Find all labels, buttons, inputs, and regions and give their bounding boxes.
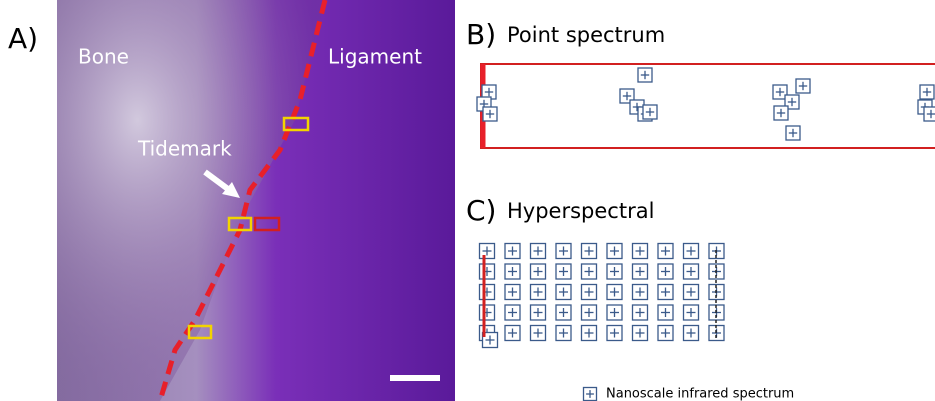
spectrum-marker <box>633 326 648 341</box>
spectrum-marker <box>556 264 571 279</box>
panel-label: B) <box>466 18 496 51</box>
spectrum-marker <box>658 326 673 341</box>
bone-label: Bone <box>78 45 129 69</box>
scale-bar <box>390 375 440 381</box>
spectrum-marker <box>556 326 571 341</box>
spectrum-marker <box>505 326 520 341</box>
spectrum-marker <box>684 285 699 300</box>
spectrum-marker <box>633 305 648 320</box>
spectrum-marker <box>633 264 648 279</box>
spectrum-marker <box>531 305 546 320</box>
spectrum-marker <box>633 244 648 259</box>
spectrum-marker <box>556 305 571 320</box>
spectrum-marker <box>607 326 622 341</box>
spectrum-marker <box>684 305 699 320</box>
spectrum-marker <box>633 285 648 300</box>
spectrum-marker <box>505 285 520 300</box>
spectrum-marker <box>684 244 699 259</box>
spectrum-marker <box>924 107 935 121</box>
spectrum-marker <box>786 126 800 140</box>
spectrum-marker <box>796 79 810 93</box>
spectrum-marker <box>774 106 788 120</box>
spectrum-marker <box>658 264 673 279</box>
spectrum-marker <box>920 85 934 99</box>
spectrum-marker <box>556 244 571 259</box>
panel-title: Point spectrum <box>507 23 665 47</box>
spectrum-marker <box>643 105 657 119</box>
spectrum-marker <box>505 264 520 279</box>
panel-label: C) <box>466 194 496 227</box>
spectrum-marker <box>584 388 597 401</box>
figure: A) Bone Ligament Tidemark B) Point spect… <box>0 0 935 401</box>
spectrum-marker <box>582 326 597 341</box>
spectrum-marker <box>480 305 495 320</box>
spectrum-marker <box>658 244 673 259</box>
spectrum-marker <box>582 305 597 320</box>
spectrum-marker <box>582 244 597 259</box>
panel-title: Hyperspectral <box>507 199 654 223</box>
micrograph: Bone Ligament Tidemark <box>57 0 455 401</box>
spectrum-markers <box>477 68 935 401</box>
spectrum-marker <box>684 326 699 341</box>
spectrum-marker <box>658 285 673 300</box>
spectrum-marker <box>531 264 546 279</box>
spectrum-marker <box>607 244 622 259</box>
legend-text: Nanoscale infrared spectrum <box>606 387 794 401</box>
spectrum-marker <box>582 264 597 279</box>
tidemark-label: Tidemark <box>137 137 232 161</box>
spectrum-marker <box>638 68 652 82</box>
spectrum-marker <box>531 285 546 300</box>
spectrum-marker <box>658 305 673 320</box>
spectrum-marker <box>480 244 495 259</box>
line-box <box>481 64 935 148</box>
spectrum-marker <box>531 244 546 259</box>
spectrum-marker <box>505 244 520 259</box>
spectrum-marker <box>483 107 497 121</box>
spectrum-marker <box>607 264 622 279</box>
spectrum-marker <box>556 285 571 300</box>
spectrum-marker <box>582 285 597 300</box>
spectrum-marker <box>480 264 495 279</box>
panel-label: A) <box>8 22 38 55</box>
ligament-label: Ligament <box>328 45 422 69</box>
spectrum-marker <box>531 326 546 341</box>
spectrum-marker <box>607 305 622 320</box>
spectrum-marker <box>607 285 622 300</box>
spectrum-marker <box>480 285 495 300</box>
spectrum-marker <box>684 264 699 279</box>
spectrum-marker <box>505 305 520 320</box>
